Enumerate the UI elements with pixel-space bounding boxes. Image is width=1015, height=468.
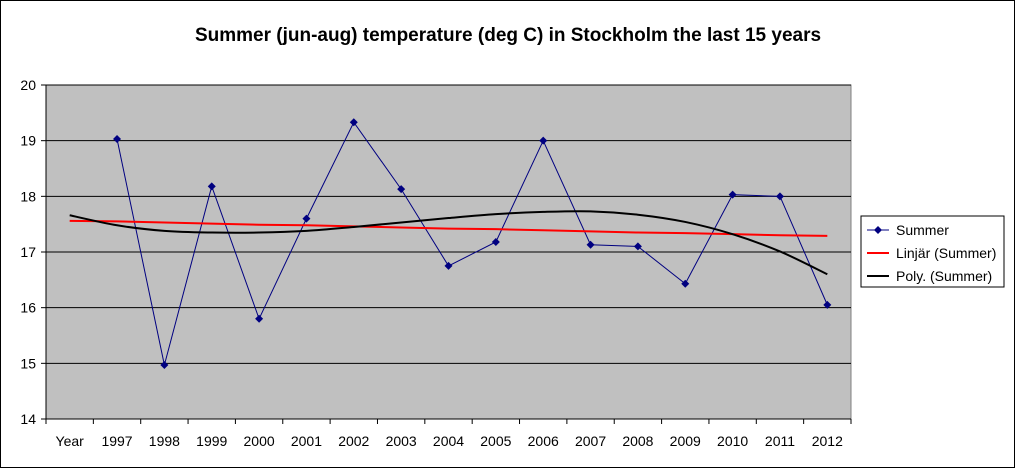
data-point bbox=[539, 136, 548, 145]
x-tick-label: 2010 bbox=[717, 433, 748, 449]
x-tick-label: 2003 bbox=[386, 433, 417, 449]
data-point bbox=[586, 240, 595, 249]
x-tick-label: 2005 bbox=[480, 433, 511, 449]
data-point bbox=[491, 237, 500, 246]
y-tick-label: 16 bbox=[20, 300, 36, 316]
series-line-2 bbox=[69, 219, 828, 237]
y-tick-label: 15 bbox=[20, 355, 36, 371]
data-point bbox=[681, 279, 690, 288]
data-point bbox=[633, 242, 642, 251]
series-line-3 bbox=[69, 210, 828, 276]
data-point bbox=[444, 261, 453, 270]
y-tick-label: 14 bbox=[20, 411, 36, 427]
chart-title: Summer (jun-aug) temperature (deg C) in … bbox=[195, 25, 821, 46]
x-tick-label: 2002 bbox=[338, 433, 369, 449]
y-tick-label: 18 bbox=[20, 188, 36, 204]
data-point bbox=[397, 185, 406, 194]
y-tick-label: 19 bbox=[20, 133, 36, 149]
x-tick-label: 2007 bbox=[575, 433, 606, 449]
y-tick-label: 20 bbox=[20, 77, 36, 93]
x-tick-label: 2011 bbox=[765, 433, 795, 449]
data-point bbox=[160, 361, 169, 370]
y-tick-label: 17 bbox=[20, 244, 36, 260]
legend-label-3: Poly. (Summer) bbox=[896, 268, 992, 284]
x-tick-label: 1998 bbox=[149, 433, 180, 449]
legend: Summer Linjär (Summer) Poly. (Summer) bbox=[860, 215, 1005, 288]
data-point bbox=[113, 134, 122, 143]
legend-label-2: Linjär (Summer) bbox=[896, 245, 996, 261]
x-tick-label: 2012 bbox=[812, 433, 843, 449]
x-tick-label: 2001 bbox=[291, 433, 322, 449]
x-tick-label: 2009 bbox=[670, 433, 701, 449]
x-tick-label: 1997 bbox=[101, 433, 132, 449]
data-point bbox=[775, 192, 784, 201]
legend-marker bbox=[874, 226, 882, 234]
data-point bbox=[255, 314, 264, 323]
data-point bbox=[302, 214, 311, 223]
data-point bbox=[207, 182, 216, 191]
series-line-1 bbox=[116, 121, 828, 366]
x-tick-label: 1999 bbox=[196, 433, 227, 449]
x-tick-label: 2004 bbox=[433, 433, 464, 449]
data-point bbox=[728, 190, 737, 199]
x-tick-label: 2006 bbox=[528, 433, 559, 449]
x-tick-label: 2000 bbox=[244, 433, 275, 449]
legend-label-1: Summer bbox=[896, 222, 949, 238]
data-point bbox=[349, 118, 358, 127]
data-point bbox=[823, 300, 832, 309]
plot-area: 14 15 16 17 18 19 20 Year 1997 1998 1999 2000 2001 20… bbox=[20, 77, 852, 449]
x-tick-label: Year bbox=[56, 433, 85, 449]
x-tick-label: 2008 bbox=[622, 433, 653, 449]
